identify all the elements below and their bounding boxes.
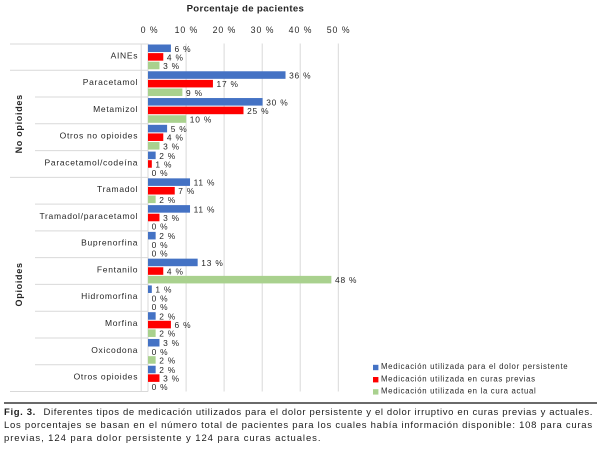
svg-text:40 %: 40 % [289,25,313,35]
svg-text:Oxicodona: Oxicodona [91,345,138,355]
svg-text:Tramadol/paracetamol: Tramadol/paracetamol [39,211,138,221]
svg-text:48 %: 48 % [335,275,357,285]
svg-text:4 %: 4 % [167,52,184,62]
svg-text:25 %: 25 % [247,106,269,116]
svg-text:Otros opioides: Otros opioides [74,372,139,382]
svg-text:0 %: 0 % [152,168,169,178]
svg-text:1 %: 1 % [155,159,172,169]
svg-text:4 %: 4 % [167,133,184,143]
svg-text:6 %: 6 % [175,44,192,54]
svg-text:1 %: 1 % [155,285,172,295]
svg-text:20 %: 20 % [213,25,237,35]
svg-text:0 %: 0 % [152,347,169,357]
svg-text:17 %: 17 % [217,79,239,89]
svg-text:3 %: 3 % [163,213,180,223]
svg-text:0 %: 0 % [152,240,169,250]
svg-text:Tramadol: Tramadol [97,184,138,194]
svg-text:Otros no opioides: Otros no opioides [60,131,139,141]
svg-text:2 %: 2 % [159,329,176,339]
svg-text:Buprenorfina: Buprenorfina [81,238,138,248]
svg-text:6 %: 6 % [175,320,192,330]
svg-text:30 %: 30 % [266,97,288,107]
svg-text:30 %: 30 % [251,25,275,35]
svg-text:3 %: 3 % [163,374,180,384]
svg-text:0 %: 0 % [152,293,169,303]
svg-text:0 %: 0 % [152,248,169,258]
svg-text:Fentanilo: Fentanilo [97,264,138,274]
svg-text:2 %: 2 % [159,311,176,321]
svg-text:3 %: 3 % [163,141,180,151]
svg-text:10 %: 10 % [190,115,212,125]
svg-text:0 %: 0 % [152,222,169,232]
svg-text:0 %: 0 % [152,382,169,392]
svg-text:2 %: 2 % [159,365,176,375]
svg-text:50 %: 50 % [327,25,351,35]
svg-text:5 %: 5 % [171,124,188,134]
svg-text:3 %: 3 % [163,61,180,71]
svg-text:13 %: 13 % [201,258,223,268]
svg-text:Opioides: Opioides [14,262,24,306]
svg-text:4 %: 4 % [167,267,184,277]
svg-text:3 %: 3 % [163,338,180,348]
svg-text:10 %: 10 % [175,25,199,35]
svg-text:2 %: 2 % [159,355,176,365]
svg-text:0 %: 0 % [141,25,159,35]
svg-text:Medicación utilizada para el d: Medicación utilizada para el dolor persi… [381,362,568,371]
svg-text:Hidromorfina: Hidromorfina [81,291,138,301]
svg-text:Medicación utilizada en la cur: Medicación utilizada en la cura actual [381,387,536,396]
svg-text:11 %: 11 % [194,178,216,188]
svg-text:Morfina: Morfina [105,318,138,328]
svg-text:9 %: 9 % [186,88,203,98]
svg-text:7 %: 7 % [178,186,195,196]
svg-text:36 %: 36 % [289,71,311,81]
svg-text:2 %: 2 % [159,151,176,161]
svg-text:Metamizol: Metamizol [93,104,138,114]
svg-text:Porcentaje de pacientes: Porcentaje de pacientes [187,4,305,15]
svg-text:Medicación utilizada en curas: Medicación utilizada en curas previas [381,374,536,383]
svg-text:2 %: 2 % [159,231,176,241]
svg-text:11 %: 11 % [194,204,216,214]
svg-text:2 %: 2 % [159,195,176,205]
svg-text:No opioides: No opioides [14,94,24,153]
svg-text:AINEs: AINEs [111,50,139,60]
svg-text:Paracetamol/codeína: Paracetamol/codeína [45,157,139,167]
svg-text:0 %: 0 % [152,302,169,312]
svg-text:Paracetamol: Paracetamol [83,77,138,87]
